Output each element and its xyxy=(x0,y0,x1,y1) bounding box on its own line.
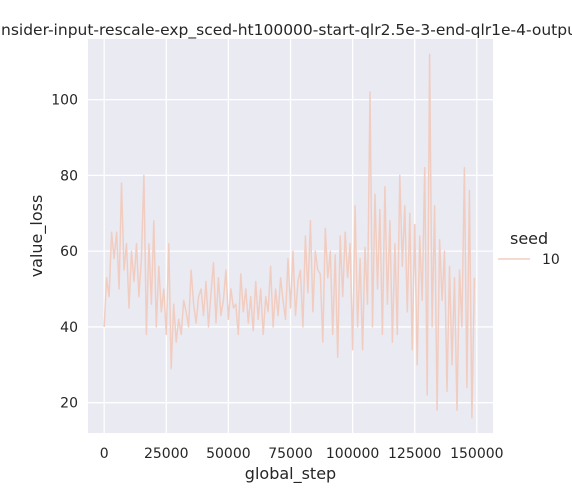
y-tick-label: 20 xyxy=(60,396,78,412)
series-line-10 xyxy=(103,53,476,419)
y-axis-label: value_loss xyxy=(27,195,47,278)
x-tick-label: 125000 xyxy=(388,446,441,462)
legend: seed 10 xyxy=(498,229,560,268)
y-tick-label: 80 xyxy=(60,168,78,184)
y-tick-label: 60 xyxy=(60,244,78,260)
x-tick-label: 50000 xyxy=(206,446,251,462)
y-tick-label: 40 xyxy=(60,320,78,336)
x-tick-label: 100000 xyxy=(326,446,379,462)
legend-label: 10 xyxy=(542,252,560,268)
x-tick-label: 75000 xyxy=(268,446,313,462)
legend-title: seed xyxy=(510,229,548,248)
x-tick-labels: 0 25000 50000 75000 100000 125000 150000 xyxy=(100,446,504,462)
y-tick-label: 100 xyxy=(51,93,78,109)
x-tick-label: 0 xyxy=(100,446,109,462)
series-layer xyxy=(103,53,476,419)
x-axis-label: global_step xyxy=(245,464,336,484)
chart-title: g-insider-input-rescale-exp_sced-ht10000… xyxy=(0,21,572,40)
x-tick-label: 150000 xyxy=(450,446,503,462)
y-tick-labels: 20 40 60 80 100 xyxy=(51,93,78,412)
x-tick-label: 25000 xyxy=(144,446,189,462)
